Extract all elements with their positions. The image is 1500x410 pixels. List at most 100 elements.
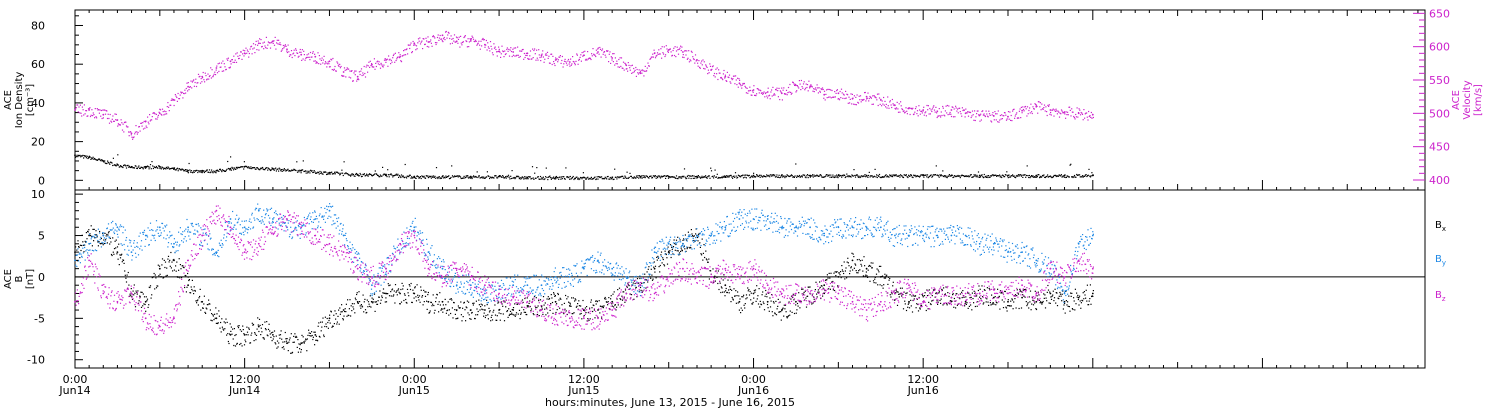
scatter-dot bbox=[639, 286, 642, 289]
scatter-dot bbox=[204, 311, 206, 313]
scatter-dot bbox=[76, 254, 78, 256]
scatter-dot bbox=[955, 176, 957, 178]
scatter-dot bbox=[840, 175, 842, 177]
scatter-dot bbox=[92, 228, 94, 230]
scatter-dot bbox=[137, 166, 139, 168]
scatter-dot bbox=[112, 115, 114, 117]
scatter-dot bbox=[1051, 177, 1053, 179]
scatter-dot bbox=[796, 309, 798, 311]
scatter-dot bbox=[606, 176, 608, 178]
scatter-dot bbox=[508, 176, 510, 178]
scatter-dot bbox=[1090, 116, 1092, 118]
scatter-dot bbox=[452, 37, 454, 40]
scatter-dot bbox=[944, 293, 946, 295]
scatter-dot bbox=[901, 108, 903, 110]
scatter-dot bbox=[85, 250, 87, 252]
scatter-dot bbox=[143, 166, 145, 168]
scatter-dot bbox=[180, 268, 182, 270]
scatter-dot bbox=[210, 67, 212, 69]
scatter-dot bbox=[259, 168, 261, 170]
scatter-dot bbox=[618, 58, 620, 61]
scatter-dot bbox=[714, 169, 716, 171]
scatter-dot bbox=[881, 176, 883, 178]
scatter-dot bbox=[1053, 300, 1055, 302]
scatter-dot bbox=[701, 64, 703, 66]
scatter-dot bbox=[588, 319, 590, 321]
scatter-dot bbox=[665, 253, 667, 256]
scatter-dot bbox=[906, 292, 908, 294]
scatter-dot bbox=[803, 174, 805, 176]
scatter-dot bbox=[515, 312, 518, 314]
scatter-dot bbox=[802, 174, 804, 176]
data-point bbox=[215, 317, 218, 320]
scatter-dot bbox=[538, 54, 540, 56]
scatter-dot bbox=[953, 176, 955, 178]
scatter-dot bbox=[764, 96, 766, 98]
scatter-dot bbox=[416, 48, 418, 50]
scatter-dot bbox=[643, 175, 646, 177]
scatter-dot bbox=[959, 177, 961, 179]
data-point bbox=[385, 292, 387, 295]
scatter-dot bbox=[216, 65, 218, 67]
scatter-dot bbox=[607, 50, 609, 52]
scatter-dot bbox=[683, 175, 685, 177]
scatter-dot bbox=[868, 265, 870, 267]
scatter-dot bbox=[772, 174, 774, 176]
data-point bbox=[130, 132, 133, 135]
scatter-dot bbox=[98, 158, 100, 160]
scatter-dot bbox=[763, 302, 765, 305]
scatter-dot bbox=[1037, 101, 1039, 103]
scatter-dot bbox=[842, 93, 845, 95]
scatter-dot bbox=[481, 176, 483, 178]
scatter-dot bbox=[960, 304, 962, 306]
scatter-dot bbox=[511, 309, 513, 311]
scatter-dot bbox=[1046, 300, 1048, 302]
scatter-dot bbox=[590, 176, 592, 178]
scatter-dot bbox=[820, 88, 822, 90]
scatter-dot bbox=[373, 66, 375, 68]
scatter-dot bbox=[161, 166, 163, 168]
scatter-dot bbox=[1008, 174, 1010, 176]
scatter-dot bbox=[672, 49, 674, 52]
scatter-dot bbox=[424, 43, 426, 45]
scatter-dot bbox=[290, 170, 292, 172]
scatter-dot bbox=[877, 174, 879, 177]
scatter-dot bbox=[806, 86, 808, 89]
scatter-dot bbox=[341, 74, 343, 77]
scatter-dot bbox=[269, 333, 271, 335]
scatter-dot bbox=[830, 176, 833, 178]
scatter-dot bbox=[562, 176, 564, 178]
scatter-dot bbox=[851, 174, 853, 176]
scatter-dot bbox=[518, 309, 521, 311]
scatter-dot bbox=[460, 301, 462, 303]
scatter-dot bbox=[811, 86, 813, 88]
scatter-dot bbox=[596, 301, 598, 303]
scatter-dot bbox=[976, 110, 978, 112]
scatter-dot bbox=[1056, 292, 1058, 294]
scatter-dot bbox=[754, 289, 757, 291]
scatter-dot bbox=[305, 339, 307, 341]
scatter-dot bbox=[261, 168, 263, 170]
scatter-dot bbox=[1039, 177, 1041, 179]
scatter-dot bbox=[765, 92, 767, 94]
scatter-dot bbox=[102, 242, 104, 244]
scatter-dot bbox=[983, 113, 985, 115]
scatter-dot bbox=[489, 50, 491, 52]
scatter-dot bbox=[389, 174, 391, 176]
scatter-dot bbox=[1026, 303, 1029, 305]
scatter-dot bbox=[262, 166, 264, 169]
scatter-dot bbox=[123, 164, 125, 166]
data-point bbox=[455, 40, 458, 43]
scatter-dot bbox=[761, 92, 763, 94]
scatter-dot bbox=[387, 174, 389, 176]
data-point bbox=[837, 174, 840, 177]
scatter-dot bbox=[1069, 164, 1071, 166]
scatter-dot bbox=[303, 54, 305, 56]
scatter-dot bbox=[160, 168, 162, 170]
scatter-dot bbox=[632, 177, 634, 179]
scatter-dot bbox=[261, 45, 263, 48]
scatter-dot bbox=[685, 54, 687, 56]
scatter-dot bbox=[816, 293, 818, 295]
scatter-dot bbox=[237, 55, 239, 57]
